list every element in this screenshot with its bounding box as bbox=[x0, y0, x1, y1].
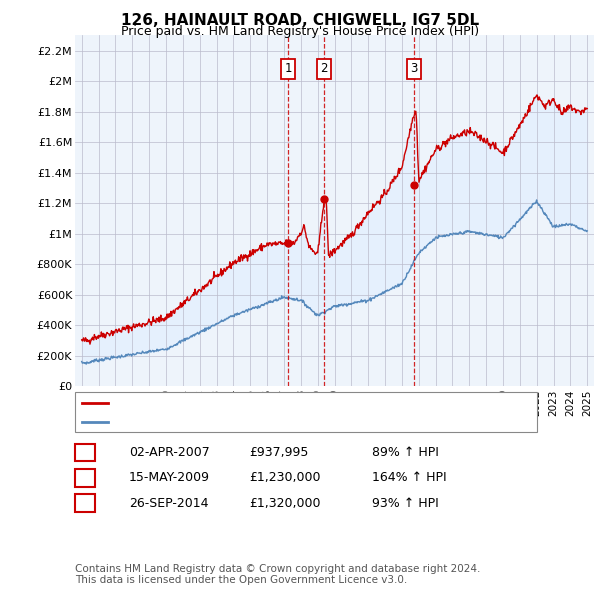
Text: 3: 3 bbox=[410, 63, 418, 76]
Text: 2: 2 bbox=[320, 63, 328, 76]
Text: Contains HM Land Registry data © Crown copyright and database right 2024.
This d: Contains HM Land Registry data © Crown c… bbox=[75, 563, 481, 585]
Text: 126, HAINAULT ROAD, CHIGWELL, IG7 5DL (detached house): 126, HAINAULT ROAD, CHIGWELL, IG7 5DL (d… bbox=[113, 396, 469, 409]
Text: 164% ↑ HPI: 164% ↑ HPI bbox=[372, 471, 446, 484]
Text: £1,320,000: £1,320,000 bbox=[249, 497, 320, 510]
Text: 93% ↑ HPI: 93% ↑ HPI bbox=[372, 497, 439, 510]
Text: 126, HAINAULT ROAD, CHIGWELL, IG7 5DL: 126, HAINAULT ROAD, CHIGWELL, IG7 5DL bbox=[121, 13, 479, 28]
Text: Price paid vs. HM Land Registry's House Price Index (HPI): Price paid vs. HM Land Registry's House … bbox=[121, 25, 479, 38]
Text: HPI: Average price, detached house, Epping Forest: HPI: Average price, detached house, Eppi… bbox=[113, 415, 412, 428]
Text: 15-MAY-2009: 15-MAY-2009 bbox=[129, 471, 210, 484]
Text: 3: 3 bbox=[81, 497, 89, 510]
Text: 26-SEP-2014: 26-SEP-2014 bbox=[129, 497, 209, 510]
Text: £937,995: £937,995 bbox=[249, 446, 308, 459]
Text: 02-APR-2007: 02-APR-2007 bbox=[129, 446, 210, 459]
Text: 1: 1 bbox=[81, 446, 89, 459]
Text: £1,230,000: £1,230,000 bbox=[249, 471, 320, 484]
Text: 1: 1 bbox=[284, 63, 292, 76]
Text: 89% ↑ HPI: 89% ↑ HPI bbox=[372, 446, 439, 459]
Text: 2: 2 bbox=[81, 471, 89, 484]
